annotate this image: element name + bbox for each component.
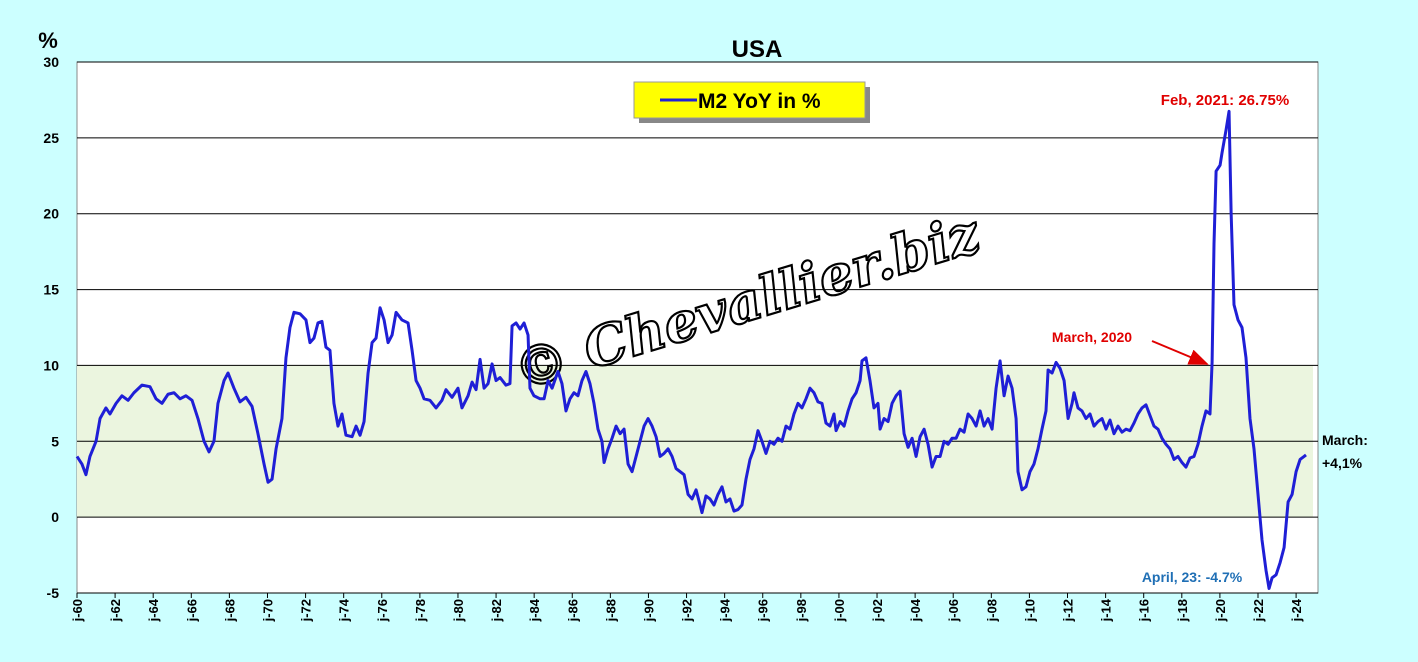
x-tick-label: j-98 (794, 599, 809, 622)
x-tick-label: j-68 (222, 599, 237, 622)
x-tick-label: j-86 (565, 599, 580, 622)
y-tick-label: 30 (43, 54, 59, 70)
y-tick-label: 5 (51, 433, 59, 449)
y-tick-label: 25 (43, 130, 59, 146)
y-axis-label: % (38, 28, 58, 53)
x-tick-label: j-76 (375, 599, 390, 622)
annotation-arrow (1151, 340, 1209, 365)
y-tick-label: -5 (47, 585, 60, 601)
legend-label: M2 YoY in % (698, 90, 821, 113)
x-tick-label: j-20 (1213, 599, 1228, 622)
chart-title: USA (732, 36, 783, 63)
annotation: +4,1% (1322, 455, 1363, 471)
x-tick-label: j-84 (527, 598, 542, 622)
annotation: March, 2020 (1052, 329, 1132, 345)
x-tick-label: j-96 (756, 599, 771, 622)
x-tick-label: j-24 (1289, 598, 1304, 622)
x-tick-label: j-06 (946, 599, 961, 622)
y-tick-label: 15 (43, 282, 59, 298)
x-tick-label: j-18 (1175, 599, 1190, 622)
x-tick-label: j-64 (146, 598, 161, 622)
x-tick-label: j-92 (680, 599, 695, 622)
x-tick-label: j-82 (489, 599, 504, 622)
data-line (75, 109, 1307, 590)
y-tick-label: 0 (51, 509, 59, 525)
x-tick-label: j-16 (1137, 599, 1152, 622)
x-tick-label: j-80 (451, 599, 466, 622)
annotation: April, 23: -4.7% (1142, 569, 1243, 585)
annotation: March: (1322, 432, 1368, 448)
x-tick-label: j-12 (1061, 599, 1076, 622)
x-tick-label: j-60 (70, 599, 85, 622)
x-tick-label: j-22 (1251, 599, 1266, 622)
y-tick-label: 10 (43, 357, 59, 373)
x-tick-label: j-94 (718, 598, 733, 622)
x-tick-label: j-04 (908, 598, 923, 622)
x-tick-label: j-70 (260, 599, 275, 622)
x-tick-label: j-74 (337, 598, 352, 622)
x-tick-label: j-66 (184, 599, 199, 622)
x-tick-label: j-02 (870, 599, 885, 622)
x-tick-label: j-14 (1099, 598, 1114, 622)
x-tick-label: j-90 (641, 599, 656, 622)
x-tick-label: j-78 (413, 599, 428, 622)
annotation: Feb, 2021: 26.75% (1161, 92, 1289, 109)
x-tick-label: j-00 (832, 599, 847, 622)
x-tick-label: j-72 (299, 599, 314, 622)
x-tick-label: j-10 (1022, 599, 1037, 622)
legend: M2 YoY in % (633, 81, 870, 123)
x-tick-label: j-62 (108, 599, 123, 622)
y-tick-label: 20 (43, 206, 59, 222)
x-tick-label: j-08 (984, 599, 999, 622)
x-tick-label: j-88 (603, 599, 618, 622)
